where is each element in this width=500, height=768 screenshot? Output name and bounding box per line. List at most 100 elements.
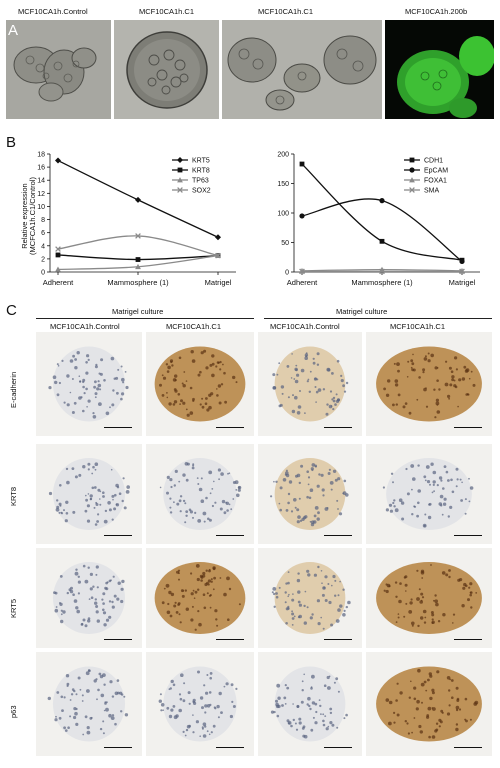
- legend-entry-foxa1: FOXA1: [404, 177, 447, 185]
- col-title-4: MCF10CA1h.C1: [390, 322, 446, 331]
- line-chart-right: 0 50 100 150 200 Adherent Mammosphere (1) Matri…: [277, 152, 480, 287]
- x-tick-label: Mammosphere (1): [351, 278, 413, 287]
- legend-marker: [177, 177, 183, 183]
- panel-c-letter: C: [6, 302, 17, 319]
- col-title-1: MCF10CA1h.Control: [50, 322, 120, 331]
- series-sma: [299, 268, 465, 275]
- y-tick-label: 200: [277, 152, 289, 159]
- legend-label: SMA: [424, 188, 440, 195]
- y-tick-label: 16: [37, 165, 45, 172]
- ihc-image-krt5-control: [36, 548, 142, 648]
- legend-marker: [409, 157, 415, 163]
- x-tick-label: Adherent: [43, 278, 74, 287]
- panel-a-letter: A: [8, 22, 19, 39]
- ihc-image-p63-control: [36, 652, 142, 756]
- line-chart-left: 0 2 4 6 8 10 12 14 16 18 Adherent Mammosphere (1) Ma…: [37, 152, 236, 287]
- panel-a-title-4: MCF10CA1h.200b: [405, 7, 468, 16]
- col-title-3: MCF10CA1h.Control: [270, 322, 340, 331]
- y-tick-label: 50: [281, 240, 289, 247]
- data-point-epcam: [299, 213, 305, 219]
- data-point-krt5: [135, 196, 141, 203]
- ihc-image-krt8-c1: [146, 444, 254, 544]
- y-tick-label: 6: [41, 230, 45, 237]
- col-title-2: MCF10CA1h.C1: [166, 322, 222, 331]
- scale-bar: [104, 534, 132, 536]
- scale-bar: [216, 746, 244, 748]
- ihc-image-krt5-control-b: [258, 548, 362, 648]
- y-tick-label: 10: [37, 204, 45, 211]
- legend-marker: [409, 167, 415, 173]
- scale-bar: [454, 638, 482, 640]
- group-divider-right: [264, 318, 492, 319]
- panel-a-title-2: MCF10CA1h.C1: [139, 7, 195, 16]
- x-tick-label: Matrigel: [449, 278, 476, 287]
- x-tick-label: Adherent: [287, 278, 318, 287]
- legend-label: KRT8: [192, 168, 210, 175]
- legend-label: FOXA1: [424, 178, 447, 185]
- panel-b-letter: B: [6, 134, 17, 151]
- y-tick-label: 150: [277, 181, 289, 188]
- y-tick-label: 18: [37, 152, 45, 159]
- data-point-sox2: [135, 233, 141, 239]
- scale-bar: [324, 638, 352, 640]
- data-point-krt8: [135, 257, 141, 262]
- matrigel-group-title-left: Matrigel culture: [112, 307, 164, 316]
- legend-entry-epcam: EpCAM: [404, 167, 448, 175]
- brightfield-image-control: [6, 20, 111, 119]
- legend-marker: [177, 167, 183, 173]
- ihc-image-e-cadherin-control: [36, 332, 142, 436]
- scale-bar: [104, 638, 132, 640]
- legend-label: EpCAM: [424, 168, 448, 175]
- ihc-image-e-cadherin-c1-b: [366, 332, 492, 436]
- data-point-krt5: [55, 157, 61, 164]
- data-point-tp63: [135, 263, 141, 270]
- panel-a-title-1: MCF10CA1h.Control: [18, 7, 88, 16]
- series-sox2: [55, 233, 221, 259]
- legend-entry-sox2: SOX2: [172, 187, 211, 195]
- series-line-epcam: [301, 198, 463, 262]
- data-point-krt5: [215, 234, 221, 241]
- scale-bar: [104, 426, 132, 428]
- scale-bar: [324, 534, 352, 536]
- y-tick-label: 0: [285, 270, 289, 277]
- legend-marker: [177, 157, 183, 163]
- legend-label: KRT5: [192, 158, 210, 165]
- data-point-sma: [459, 268, 465, 275]
- y-tick-label: 12: [37, 191, 45, 198]
- legend-entry-cdh1: CDH1: [404, 158, 443, 165]
- data-point-sox2: [55, 246, 61, 252]
- ihc-image-p63-control-b: [258, 652, 362, 756]
- legend-entry-krt8: KRT8: [172, 168, 210, 175]
- scale-bar: [216, 426, 244, 428]
- brightfield-image-c1-branching: [222, 20, 382, 119]
- ihc-image-krt8-control: [36, 444, 142, 544]
- ihc-image-krt8-control-b: [258, 444, 362, 544]
- y-tick-label: 100: [277, 211, 289, 218]
- y-tick-label: 0: [41, 270, 45, 277]
- data-point-tp63: [55, 266, 61, 272]
- data-point-sox2: [215, 252, 221, 259]
- panel-a-title-3: MCF10CA1h.C1: [258, 7, 314, 16]
- data-point-sma: [379, 268, 385, 275]
- legend-entry-krt5: KRT5: [172, 157, 210, 165]
- group-divider-left: [36, 318, 254, 319]
- data-point-cdh1: [379, 238, 385, 244]
- y-tick-label: 2: [41, 256, 45, 263]
- legend-entry-tp63: TP63: [172, 177, 209, 185]
- data-point-epcam: [379, 198, 385, 204]
- legend-label: TP63: [192, 178, 209, 185]
- legend-marker: [409, 177, 415, 183]
- series-krt5: [55, 157, 221, 241]
- series-tp63: [55, 252, 221, 272]
- legend-marker: [177, 187, 183, 193]
- series-line-sox2: [57, 235, 219, 257]
- matrigel-group-title-right: Matrigel culture: [336, 307, 388, 316]
- y-tick-label: 14: [37, 178, 45, 185]
- fluorescence-image-200b: [385, 20, 494, 119]
- data-point-epcam: [459, 258, 465, 264]
- brightfield-image-c1-sphere: [114, 20, 219, 119]
- ihc-image-p63-c1: [146, 652, 254, 756]
- ihc-image-p63-c1-b: [366, 652, 492, 756]
- scale-bar: [216, 638, 244, 640]
- scale-bar: [104, 746, 132, 748]
